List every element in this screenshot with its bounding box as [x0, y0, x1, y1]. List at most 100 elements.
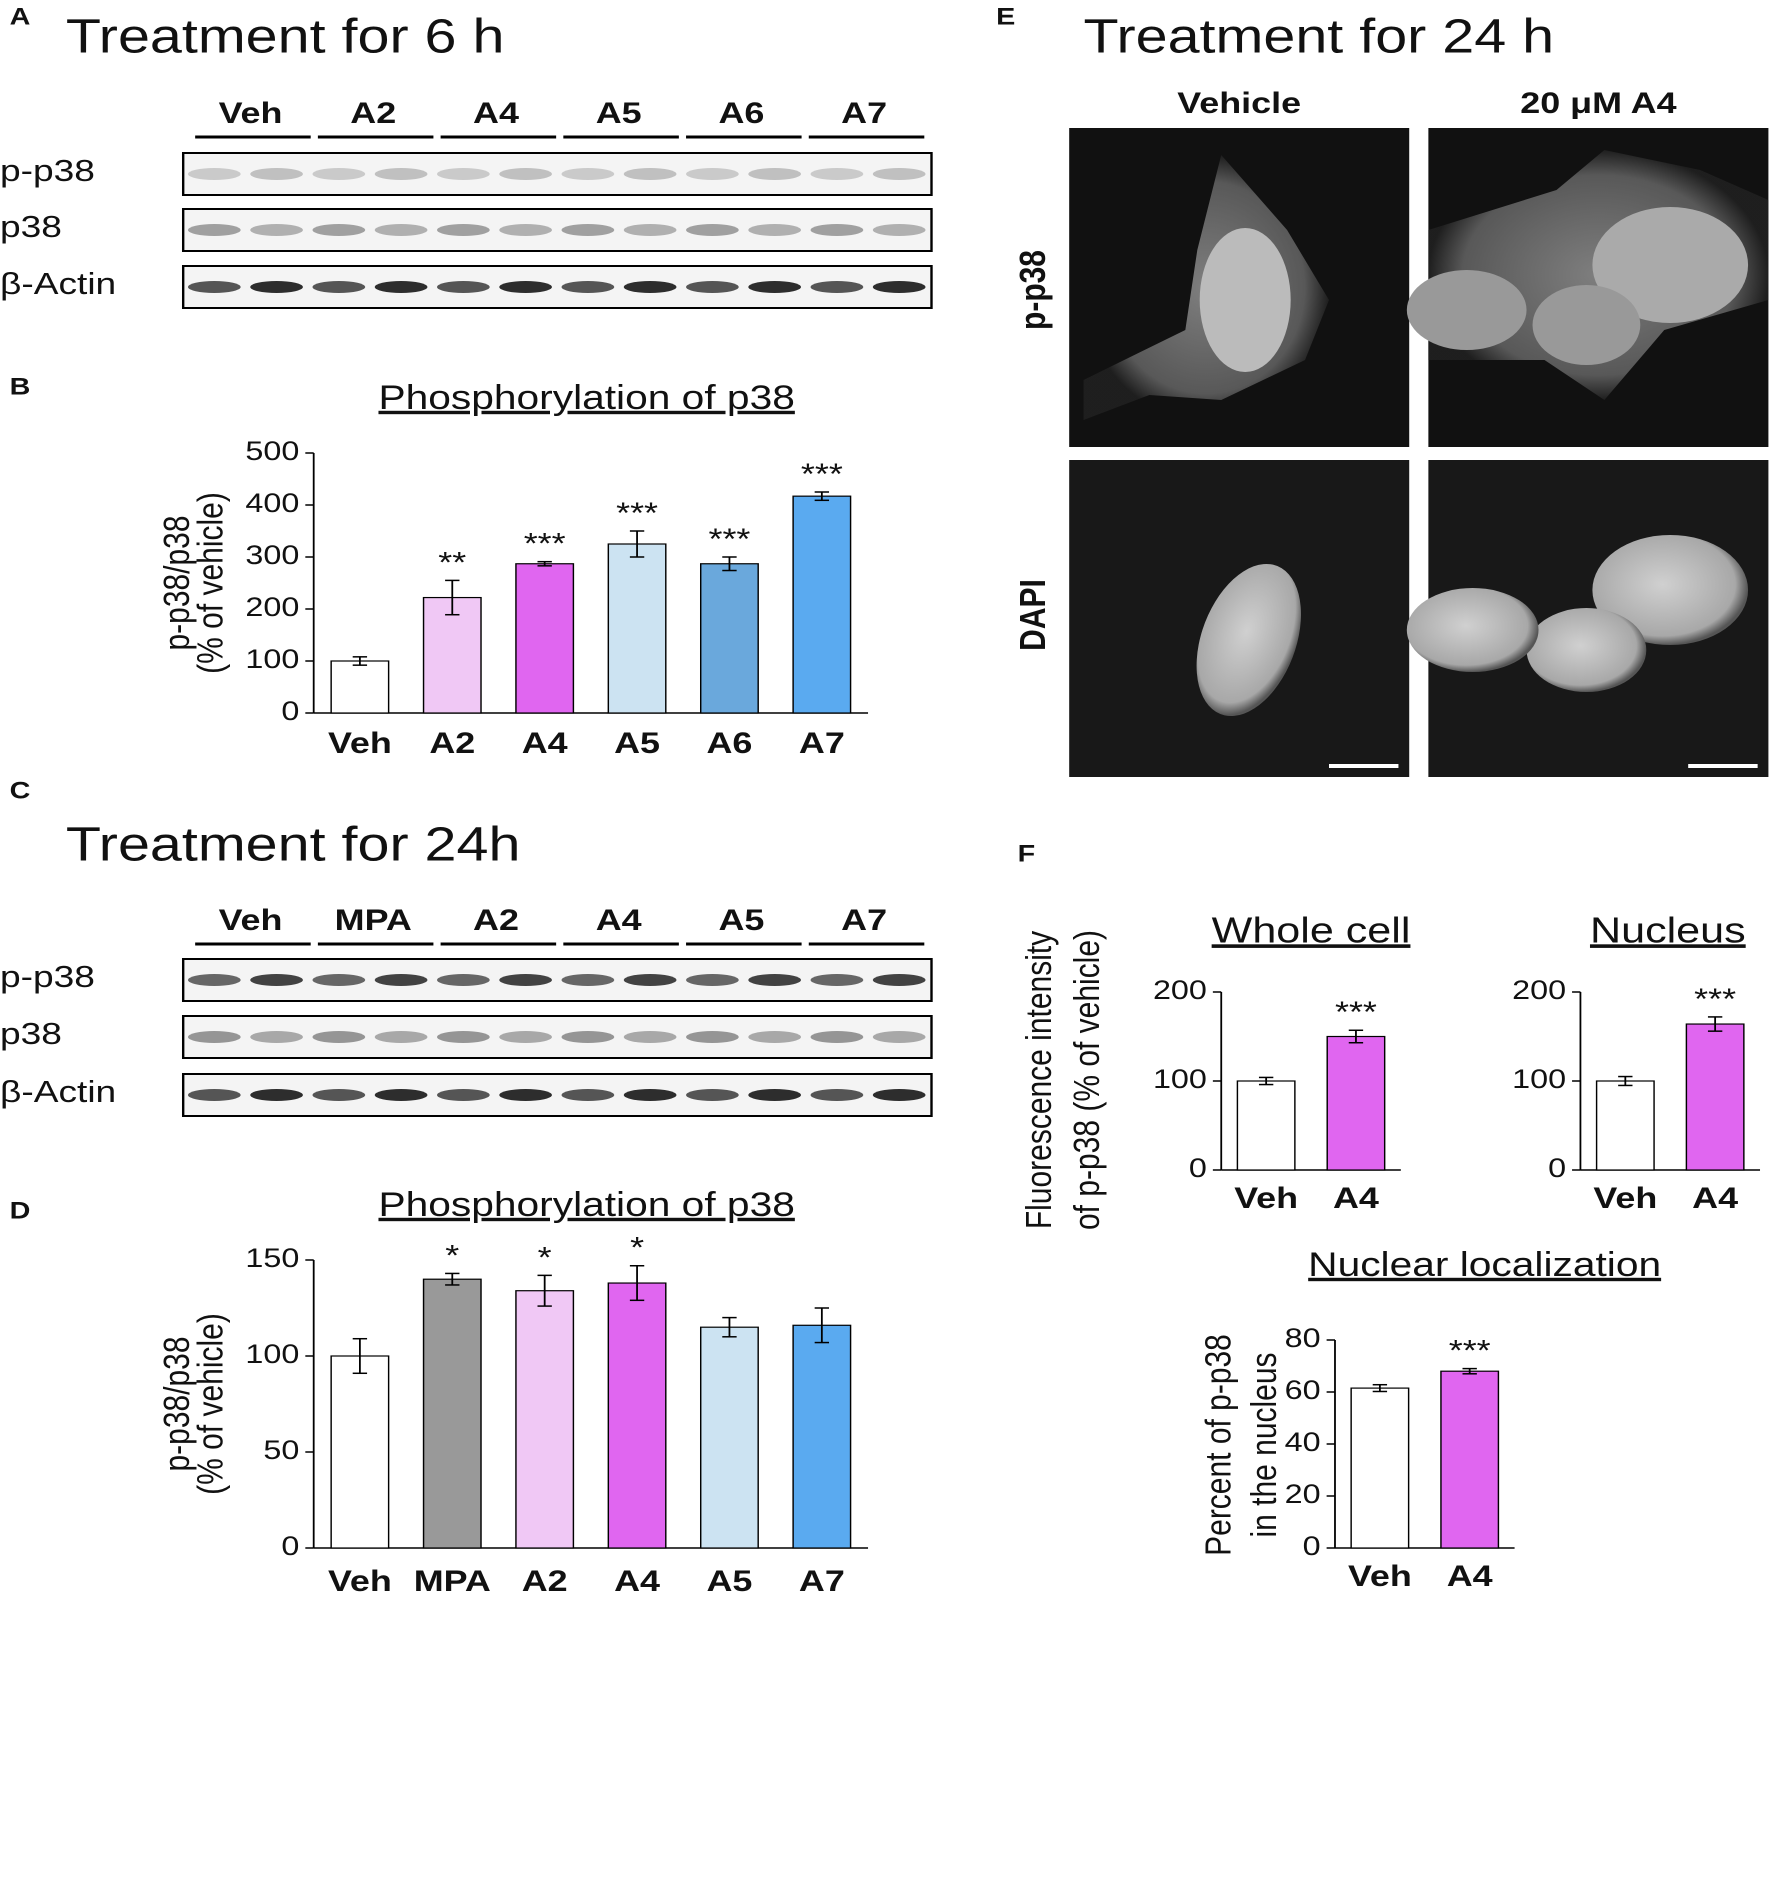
- band: [250, 1089, 303, 1101]
- band: [748, 168, 801, 180]
- x-tick-label: A4: [614, 1565, 661, 1599]
- micrograph-title: Treatment for 24 h: [1084, 10, 1555, 63]
- chart: Whole cell Fluorescence intensity of p-p38…: [1020, 911, 1411, 1230]
- band: [686, 1031, 739, 1043]
- chart-title: Nucleus: [1590, 911, 1746, 951]
- y-tick-label: 0: [281, 1532, 299, 1562]
- nucleus: [1592, 535, 1749, 645]
- y-tick-label: 0: [281, 697, 299, 727]
- x-tick-label: A2: [429, 727, 475, 761]
- y-tick-label: 0: [1548, 1154, 1566, 1184]
- band: [810, 974, 864, 986]
- band: [250, 974, 303, 986]
- x-tick-label: A4: [1333, 1182, 1380, 1216]
- band: [499, 1089, 552, 1101]
- x-tick-label: Veh: [1348, 1560, 1412, 1594]
- band: [623, 281, 677, 293]
- bar: [515, 563, 575, 714]
- y-axis-label: p-p38/p38: [158, 515, 198, 650]
- lane-label: A5: [596, 97, 642, 131]
- bar: [1440, 1370, 1500, 1549]
- y-tick-label: 80: [1285, 1324, 1321, 1354]
- chart: Phosphorylation of p38 p-p38/p38(% of veh…: [158, 1185, 869, 1599]
- lane-label: A7: [841, 904, 887, 938]
- error-bar: [629, 1265, 645, 1302]
- y-tick-label: 100: [1512, 1065, 1566, 1095]
- error-bar: [537, 1274, 552, 1307]
- band: [312, 1089, 366, 1101]
- band: [810, 281, 864, 293]
- band: [437, 1089, 490, 1101]
- error-bar: [445, 579, 460, 616]
- significance: ***: [708, 523, 750, 557]
- band: [748, 224, 801, 236]
- significance: ***: [801, 458, 843, 492]
- panel-label: C: [10, 777, 31, 804]
- band: [810, 224, 864, 236]
- band: [374, 974, 428, 986]
- x-tick-label: A5: [706, 1565, 752, 1599]
- row-label: β-Actin: [0, 1075, 116, 1109]
- band: [187, 224, 241, 236]
- band: [623, 168, 677, 180]
- micrographs: [1069, 128, 1769, 777]
- error-bar: [1372, 1383, 1388, 1393]
- error-bar: [1258, 1076, 1274, 1086]
- band: [623, 1089, 677, 1101]
- bar: [515, 1290, 575, 1549]
- lane-label: A5: [718, 904, 764, 938]
- bar: [1685, 1023, 1745, 1171]
- band: [187, 1031, 241, 1043]
- nucleus: [1406, 270, 1527, 350]
- band: [686, 224, 739, 236]
- band: [499, 281, 552, 293]
- bar: [699, 1326, 759, 1549]
- nucleus: [1199, 228, 1291, 372]
- band: [312, 168, 366, 180]
- band: [250, 281, 303, 293]
- x-tick-label: Veh: [328, 727, 392, 761]
- band: [810, 168, 864, 180]
- lane-label: A4: [596, 904, 643, 938]
- bar: [1326, 1035, 1386, 1171]
- column-label: Vehicle: [1177, 87, 1301, 121]
- y-tick-label: 20: [1285, 1480, 1321, 1510]
- band: [437, 168, 490, 180]
- nucleus: [1532, 285, 1641, 365]
- bar: [792, 1324, 852, 1549]
- nucleus: [1592, 207, 1749, 323]
- blot-title: Treatment for 24h: [66, 818, 521, 871]
- error-bar: [445, 1272, 460, 1286]
- y-tick-label: 100: [245, 1340, 299, 1370]
- row-label: p-p38: [0, 154, 95, 188]
- error-bar: [1618, 1075, 1633, 1087]
- x-tick-label: A4: [1692, 1182, 1739, 1216]
- band: [872, 1089, 926, 1101]
- y-tick-label: 200: [1512, 976, 1566, 1006]
- significance: ***: [524, 527, 566, 561]
- error-bar: [722, 556, 737, 572]
- band: [374, 168, 428, 180]
- band: [561, 1089, 615, 1101]
- error-bar: [814, 1307, 830, 1344]
- band: [437, 974, 490, 986]
- bar: [422, 596, 482, 714]
- band: [748, 1031, 801, 1043]
- band: [686, 1089, 739, 1101]
- error-bar: [1348, 1029, 1364, 1044]
- x-tick-label: Veh: [328, 1565, 392, 1599]
- significance: ***: [1449, 1334, 1491, 1368]
- bar: [1595, 1080, 1655, 1171]
- chart: Phosphorylation of p38 p-p38/p38(% of veh…: [158, 378, 869, 761]
- band: [561, 224, 615, 236]
- band: [686, 974, 739, 986]
- band: [499, 168, 552, 180]
- y-axis-label: of p-p38 (% of vehicle): [1068, 930, 1108, 1230]
- x-tick-label: A5: [614, 727, 660, 761]
- band: [623, 974, 677, 986]
- blot-frame: [181, 265, 933, 309]
- band: [872, 974, 926, 986]
- row-label: DAPI: [1014, 579, 1054, 651]
- band: [499, 974, 552, 986]
